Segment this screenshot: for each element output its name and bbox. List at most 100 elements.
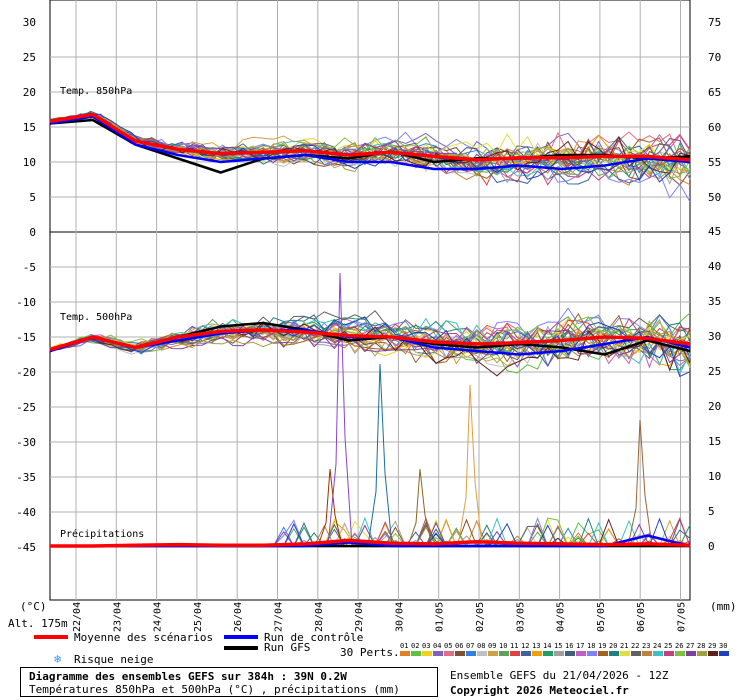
left-tick-label: 5: [29, 191, 36, 204]
left-tick-label: -15: [16, 331, 36, 344]
date-label: 01/05: [435, 602, 446, 632]
pert-swatch: [510, 651, 520, 656]
member-line-850: [49, 112, 691, 183]
perturbation-legend: 01 02 03 04 05 06 07 08 09 10 11 12 13 14 15 16 17 18 19 20…: [400, 642, 729, 656]
legend-label-snow: Risque neige: [74, 653, 153, 666]
panel-label-850: Temp. 850hPa: [60, 86, 132, 97]
precip-peak-line: [367, 363, 393, 547]
pert-number: 14: [543, 642, 551, 650]
pert-swatch: [422, 651, 432, 656]
right-tick-label: 25: [708, 365, 721, 378]
pert-swatch: [609, 651, 619, 656]
copyright: Copyright 2026 Meteociel.fr: [450, 684, 629, 697]
pert-swatch: [466, 651, 476, 656]
pert-swatch: [532, 651, 542, 656]
precip-peak-line: [317, 468, 343, 547]
pert-number: 09: [488, 642, 496, 650]
right-tick-label: 45: [708, 225, 721, 238]
right-tick-label: 40: [708, 260, 721, 273]
pert-swatch: [521, 651, 531, 656]
left-tick-label: -30: [16, 436, 36, 449]
plot-frames: [49, 0, 691, 601]
date-label: 29/04: [354, 602, 365, 632]
date-label: 03/05: [515, 602, 526, 632]
date-label: 27/04: [274, 602, 285, 632]
date-label: 22/04: [72, 602, 83, 632]
pert-number: 13: [532, 642, 540, 650]
pert-swatch: [631, 651, 641, 656]
info-subtitle: Températures 850hPa et 500hPa (°C) , pré…: [29, 683, 400, 696]
precip-peak-line: [457, 384, 483, 547]
series-precip-mean: [50, 538, 691, 548]
date-axis-labels: 22/04 23/04 24/04 25/04 26/04 27/04 28/04 29/04…: [72, 602, 688, 632]
date-label: 05/05: [596, 602, 607, 632]
pert-number: 02: [411, 642, 419, 650]
altitude-label: Alt. 175m: [8, 617, 68, 630]
pert-swatch: [642, 651, 652, 656]
pert-number: 27: [686, 642, 694, 650]
pert-swatch: [576, 651, 586, 656]
left-tick-label: 25: [23, 51, 36, 64]
pert-number: 06: [455, 642, 463, 650]
legend-label-control: Run de contrôle: [264, 631, 363, 644]
pert-number: 24: [653, 642, 661, 650]
right-tick-label: 55: [708, 156, 721, 169]
pert-number: 16: [565, 642, 573, 650]
pert-swatch: [488, 651, 498, 656]
legend-label-gfs: Run GFS: [264, 641, 310, 654]
run-info: Ensemble GEFS du 21/04/2026 - 12Z: [450, 669, 669, 682]
pert-number: 10: [499, 642, 507, 650]
left-tick-label: 15: [23, 121, 36, 134]
left-tick-label: 20: [23, 86, 36, 99]
pert-number: 30: [719, 642, 727, 650]
precip-peak-line: [627, 419, 653, 547]
pert-swatch: [499, 651, 509, 656]
pert-swatch: [400, 651, 410, 656]
left-axis-ticks: 30 25 20 15 10 5 0 -5 -10 -15 -20 -25 -30 -35 -40 -45: [16, 16, 36, 554]
right-tick-label: 0: [708, 540, 715, 553]
pert-swatch: [653, 651, 663, 656]
pert-number: 26: [675, 642, 683, 650]
pert-swatch: [620, 651, 630, 656]
member-line-500: [49, 310, 691, 361]
precip-peak-line: [407, 468, 433, 547]
left-tick-label: -40: [16, 506, 36, 519]
right-tick-label: 15: [708, 435, 721, 448]
pert-swatch: [444, 651, 454, 656]
pert-number: 22: [631, 642, 639, 650]
pert-number: 12: [521, 642, 529, 650]
right-tick-label: 30: [708, 330, 721, 343]
date-label: 04/05: [556, 602, 567, 632]
date-label: 24/04: [153, 602, 164, 632]
pert-swatch: [587, 651, 597, 656]
left-tick-label: -10: [16, 296, 36, 309]
date-label: 30/04: [394, 602, 405, 632]
right-unit-label: (mm): [710, 600, 737, 613]
pert-number: 11: [510, 642, 518, 650]
pert-swatch: [598, 651, 608, 656]
pert-swatch: [697, 651, 707, 656]
date-label: 02/05: [475, 602, 486, 632]
right-tick-label: 35: [708, 295, 721, 308]
pert-number: 04: [433, 642, 441, 650]
pert-number: 19: [598, 642, 606, 650]
date-label: 25/04: [193, 602, 204, 632]
left-tick-label: -25: [16, 401, 36, 414]
member-line-500: [49, 312, 691, 364]
member-line-850: [49, 113, 691, 170]
pert-number: 01: [400, 642, 408, 650]
left-tick-label: -35: [16, 471, 36, 484]
chart-info-box: Diagramme des ensembles GEFS sur 384h : …: [20, 667, 438, 697]
right-tick-label: 65: [708, 86, 721, 99]
pert-number: 05: [444, 642, 452, 650]
pert-swatch: [411, 651, 421, 656]
pert-number: 20: [609, 642, 617, 650]
legend: Moyenne des scénarios Run de contrôle Ru…: [34, 631, 729, 666]
right-tick-label: 75: [708, 16, 721, 29]
left-tick-label: 0: [29, 226, 36, 239]
pert-number: 25: [664, 642, 672, 650]
pert-swatch: [433, 651, 443, 656]
right-tick-label: 50: [708, 191, 721, 204]
pert-number: 15: [554, 642, 562, 650]
